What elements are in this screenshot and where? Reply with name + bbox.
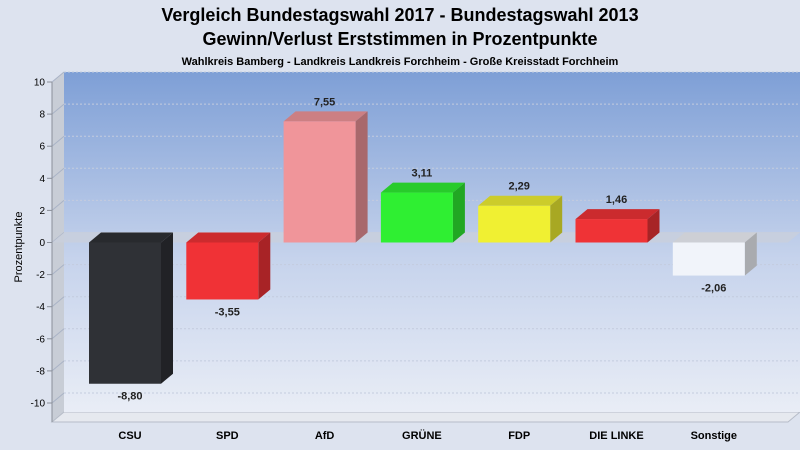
bar-top [380, 182, 465, 193]
value-label: 1,46 [606, 194, 627, 206]
bar-front [186, 242, 259, 300]
bar-top [672, 232, 757, 243]
bar [575, 209, 660, 243]
bar [283, 111, 368, 243]
y-tick-label: -4 [36, 302, 45, 313]
value-label: -8,80 [117, 391, 142, 403]
category-label: SPD [216, 430, 239, 442]
bars [89, 111, 757, 384]
plot-floor [50, 411, 800, 423]
category-labels: CSU SPD AfD GRÜNE FDP DIE LINKE Sonstige [118, 429, 737, 442]
category-label: AfD [315, 430, 335, 442]
bar-top [89, 232, 173, 243]
category-label: GRÜNE [402, 429, 442, 442]
y-tick-label: 10 [34, 78, 46, 89]
bar [478, 195, 563, 243]
y-tick-label: 0 [39, 238, 45, 249]
y-axis-label: Prozentpunkte [13, 212, 25, 283]
y-tick-label: -8 [36, 366, 45, 377]
bar-side [355, 111, 368, 243]
chart-title-line2: Gewinn/Verlust Erststimmen in Prozentpun… [202, 29, 597, 49]
category-label: CSU [118, 430, 141, 442]
y-tick-label: 8 [39, 110, 45, 121]
bar-side [744, 232, 757, 276]
bar-side [452, 182, 465, 243]
bar-top [283, 111, 368, 122]
bar-side [258, 232, 271, 300]
value-label: -3,55 [215, 306, 240, 318]
category-label: FDP [508, 430, 530, 442]
value-label: 7,55 [314, 96, 335, 108]
value-label: 2,29 [508, 181, 529, 193]
y-tick-label: -2 [36, 270, 45, 281]
y-tick-labels: 10 8 6 4 2 0 -2 -4 -6 -8 -10 [31, 78, 46, 410]
bar [186, 232, 271, 300]
chart-title: Vergleich Bundestagswahl 2017 - Bundesta… [161, 5, 638, 25]
bar-front [283, 121, 356, 243]
bar-front [478, 205, 551, 243]
y-tick-label: -6 [36, 334, 45, 345]
chart-subtitle: Wahlkreis Bamberg - Landkreis Landkreis … [182, 56, 619, 68]
category-label: Sonstige [691, 430, 737, 442]
bar-side [647, 209, 660, 243]
y-tick-label: 6 [39, 142, 45, 153]
bar-side [550, 195, 563, 243]
y-tick-label: 2 [39, 206, 45, 217]
bar-top [575, 209, 660, 220]
value-label: 3,11 [411, 168, 432, 180]
bar-top [478, 195, 563, 206]
bar-top [186, 232, 271, 243]
bar-front [89, 242, 161, 384]
value-label: -2,06 [701, 283, 726, 295]
bar [672, 232, 757, 276]
category-label: DIE LINKE [589, 430, 643, 442]
bar-front [575, 219, 648, 243]
y-tick-label: -10 [31, 399, 46, 410]
bar [89, 232, 173, 384]
plot-left-wall [52, 72, 64, 422]
value-labels: -8,80 -3,55 7,55 3,11 2,29 1,46 -2,06 [117, 96, 726, 402]
bar-front [380, 192, 453, 243]
y-tick-label: 4 [39, 174, 45, 185]
bar-side [161, 232, 173, 384]
bar [380, 182, 465, 243]
bar-front [672, 242, 745, 276]
